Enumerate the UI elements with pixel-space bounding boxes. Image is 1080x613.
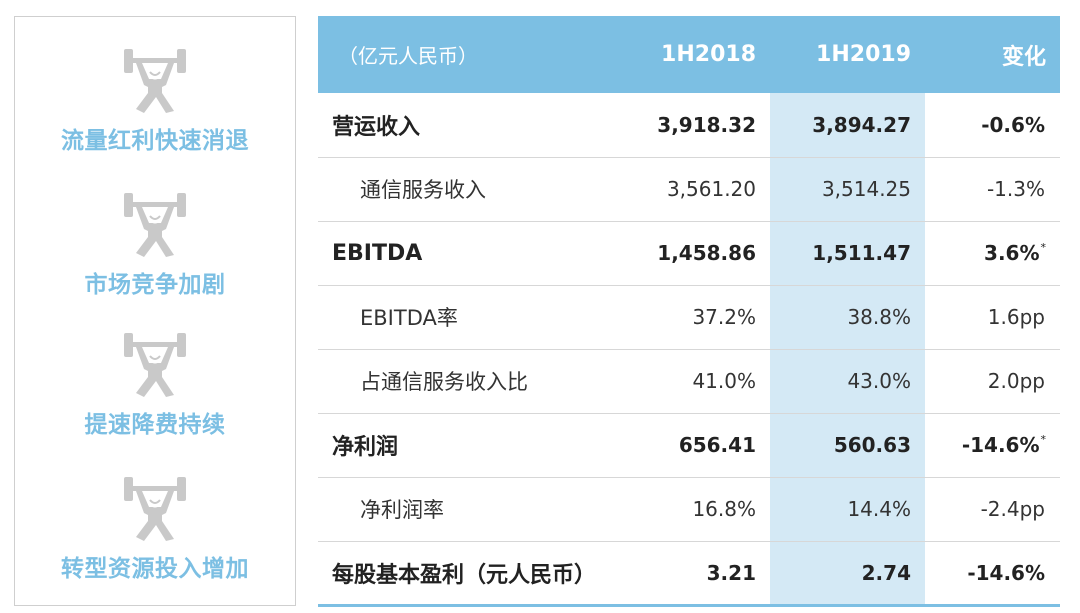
financial-table: （亿元人民币） 1H2018 1H2019 变化 营运收入 3,918.32 3… xyxy=(318,16,1060,613)
row-name: EBITDA xyxy=(332,240,423,266)
weightlifter-icon xyxy=(124,49,186,113)
value-1h2018: 3.21 xyxy=(706,560,756,585)
factor-label: 流量红利快速消退 xyxy=(61,128,249,154)
value-1h2018: 1,458.86 xyxy=(657,241,756,265)
table-row: EBITDA率 37.2% 38.8% 1.6pp xyxy=(318,285,1060,349)
value-1h2018: 656.41 xyxy=(678,433,756,457)
value-1h2019: 14.4% xyxy=(770,477,925,541)
value-1h2019: 2.74 xyxy=(770,541,925,605)
header-unit: （亿元人民币） xyxy=(338,44,478,68)
value-1h2019: 1,511.47 xyxy=(770,221,925,285)
table-row: 通信服务收入 3,561.20 3,514.25 -1.3% xyxy=(318,157,1060,221)
factor-label: 提速降费持续 xyxy=(84,412,226,438)
value-change: -0.6% xyxy=(981,112,1045,137)
row-name: 通信服务收入 xyxy=(360,178,486,202)
value-change: 2.0pp xyxy=(987,369,1045,393)
table-row: 净利润率 16.8% 14.4% -2.4pp xyxy=(318,477,1060,541)
value-1h2018: 3,561.20 xyxy=(666,177,756,201)
value-1h2019: 3,894.27 xyxy=(770,93,925,157)
factor-1: 流量红利快速消退 xyxy=(15,45,295,155)
value-change: 1.6pp xyxy=(987,305,1045,329)
factor-label: 市场竞争加剧 xyxy=(84,272,226,298)
factor-4: 转型资源投入增加 xyxy=(15,473,295,583)
table-row: 净利润 656.41 560.63 -14.6%* xyxy=(318,413,1060,477)
value-1h2018: 41.0% xyxy=(692,369,756,393)
value-change: -14.6%* xyxy=(961,433,1046,457)
table-row: EBITDA 1,458.86 1,511.47 3.6%* xyxy=(318,221,1060,285)
value-change: 3.6%* xyxy=(984,241,1046,265)
row-name: 净利润 xyxy=(332,435,399,460)
value-change: -1.3% xyxy=(986,177,1045,201)
value-1h2019: 560.63 xyxy=(770,413,925,477)
header-1h2019: 1H2019 xyxy=(816,42,911,67)
value-1h2019: 38.8% xyxy=(770,285,925,349)
weightlifter-icon xyxy=(124,477,186,541)
value-change: -2.4pp xyxy=(980,497,1045,521)
row-name: 占通信服务收入比 xyxy=(360,370,528,394)
table-row: 占通信服务收入比 41.0% 43.0% 2.0pp xyxy=(318,349,1060,413)
factor-2: 市场竞争加剧 xyxy=(15,189,295,299)
results-table: （亿元人民币） 1H2018 1H2019 变化 营运收入 3,918.32 3… xyxy=(318,16,1060,607)
row-name: 每股基本盈利（元人民币） xyxy=(332,562,597,588)
factor-3: 提速降费持续 xyxy=(15,329,295,439)
row-name: 净利润率 xyxy=(360,498,444,522)
header-1h2018: 1H2018 xyxy=(661,42,756,67)
table-row: 每股基本盈利（元人民币） 3.21 2.74 -14.6% xyxy=(318,541,1060,605)
factor-label: 转型资源投入增加 xyxy=(61,556,249,582)
value-1h2019: 43.0% xyxy=(770,349,925,413)
table-row: 营运收入 3,918.32 3,894.27 -0.6% xyxy=(318,93,1060,157)
value-1h2018: 37.2% xyxy=(692,305,756,329)
value-change: -14.6% xyxy=(967,560,1045,585)
table-header-row: （亿元人民币） 1H2018 1H2019 变化 xyxy=(318,16,1060,93)
value-1h2018: 16.8% xyxy=(692,497,756,521)
weightlifter-icon xyxy=(124,333,186,397)
value-1h2019: 3,514.25 xyxy=(770,157,925,221)
factors-panel: 流量红利快速消退 市场竞争加剧 提速降费持续 xyxy=(14,16,296,606)
row-name: 营运收入 xyxy=(332,114,421,140)
header-change: 变化 xyxy=(1001,44,1046,70)
row-name: EBITDA率 xyxy=(360,306,458,330)
value-1h2018: 3,918.32 xyxy=(657,112,756,137)
weightlifter-icon xyxy=(124,193,186,257)
